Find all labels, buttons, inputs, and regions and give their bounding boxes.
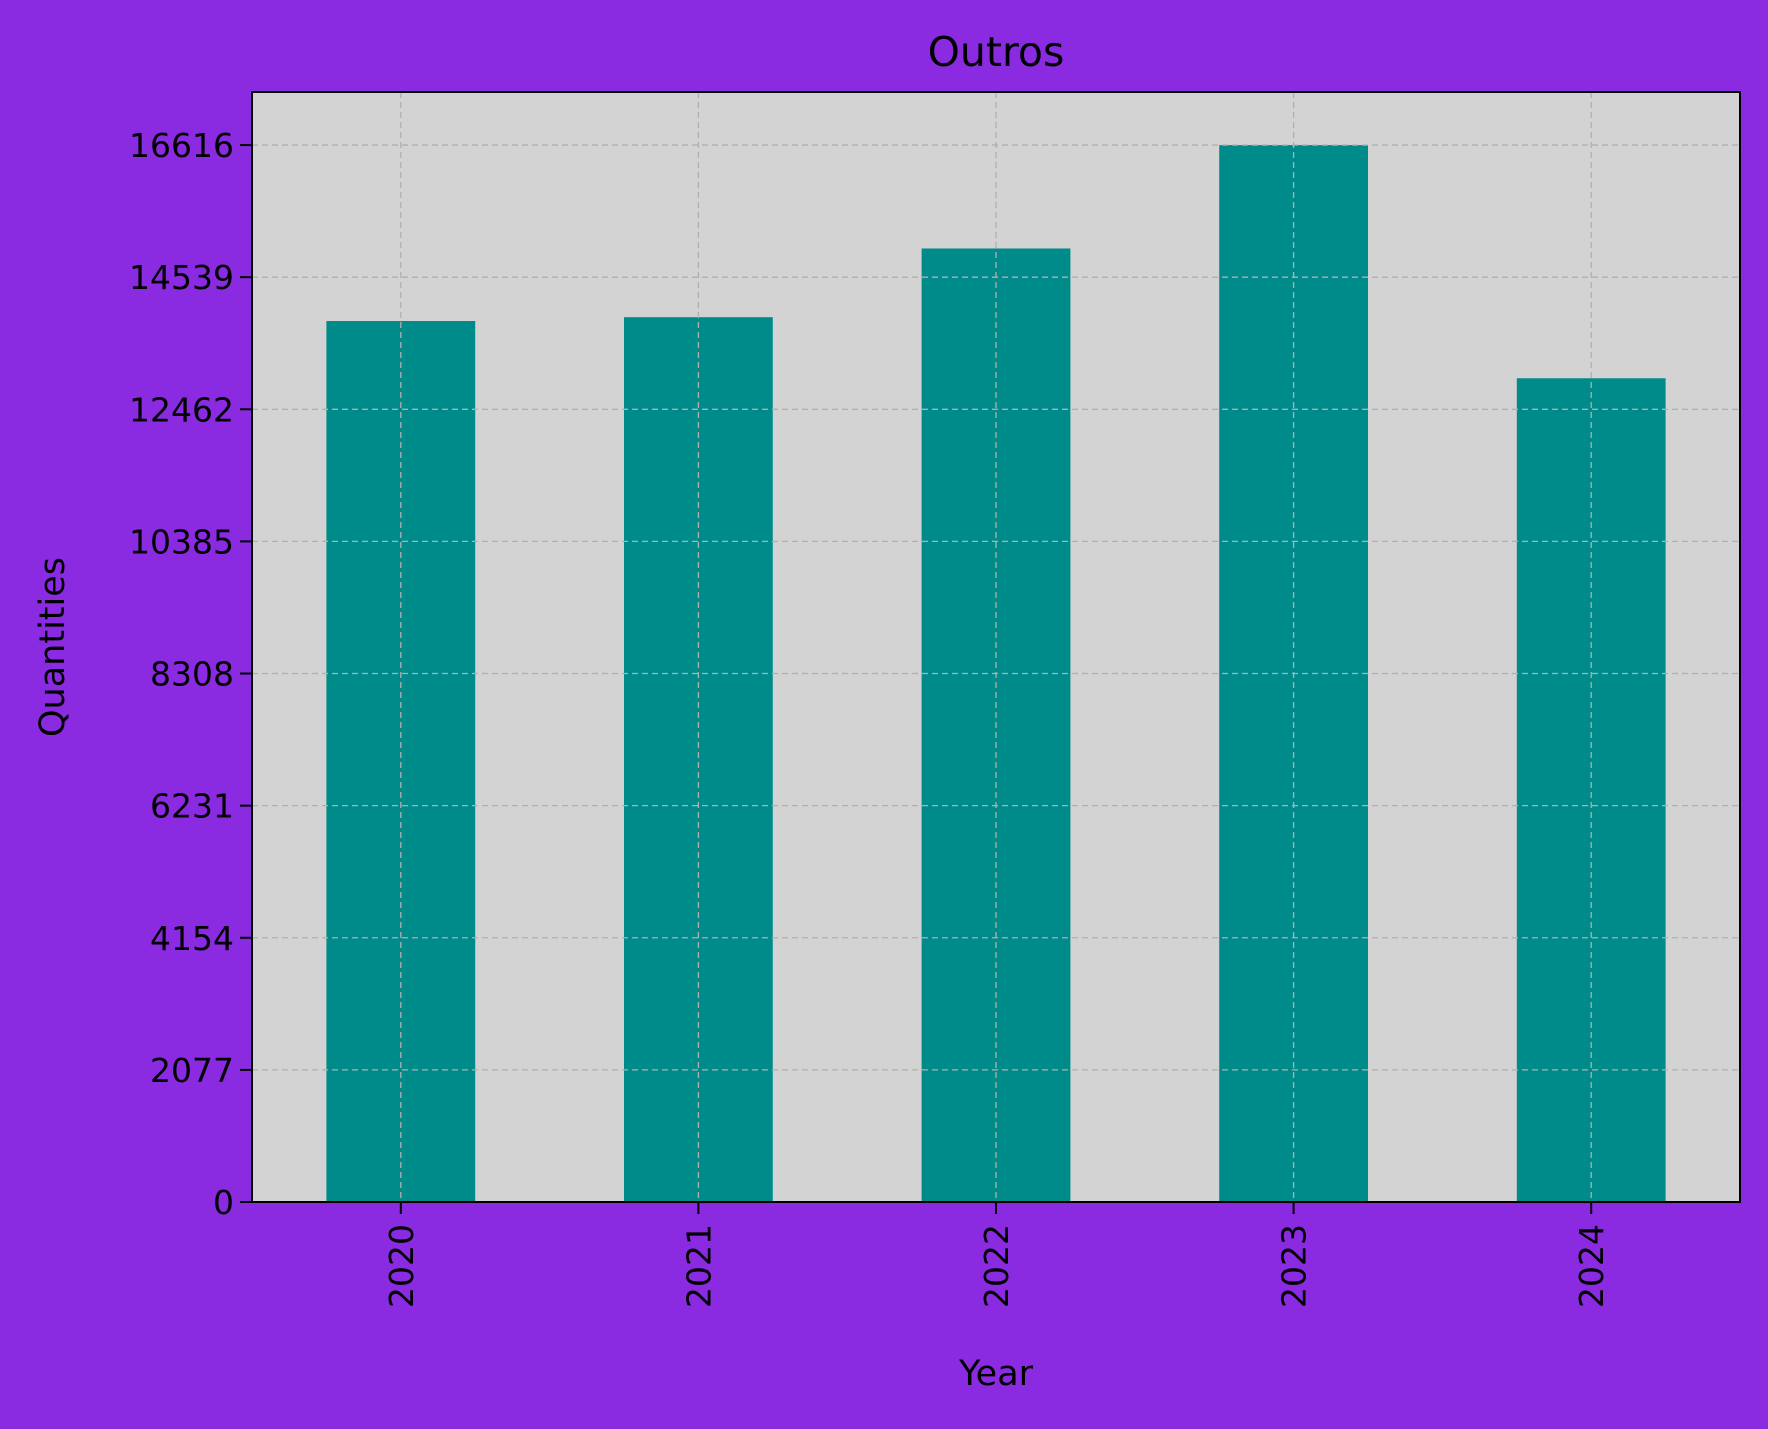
y-tick-label: 12462 — [129, 390, 234, 429]
y-tick-label: 2077 — [150, 1051, 234, 1090]
x-gridlines — [400, 92, 1592, 1202]
y-tick-label: 6231 — [150, 787, 234, 826]
x-tick-label: 2024 — [1572, 1224, 1611, 1308]
x-tick-label: 2021 — [679, 1224, 718, 1308]
x-axis-label: Year — [958, 1354, 1034, 1394]
x-axis: 2020 2021 2022 2023 2024 — [382, 1202, 1611, 1308]
y-axis: 0 2077 4154 6231 8308 10385 12462 14539 16616 — [129, 126, 252, 1222]
y-tick-label: 16616 — [129, 126, 234, 165]
y-axis-label: Quantities — [33, 557, 73, 737]
chart-title: Outros — [928, 28, 1065, 76]
y-tick-label: 10385 — [129, 522, 234, 561]
bar-2024 — [1516, 378, 1666, 1202]
x-tick-label: 2020 — [382, 1224, 421, 1308]
y-tick-label: 14539 — [129, 258, 234, 297]
y-tick-label: 4154 — [150, 919, 234, 958]
y-tick-label: 8308 — [150, 655, 234, 694]
y-tick-label: 0 — [213, 1183, 234, 1222]
x-tick-label: 2023 — [1275, 1224, 1314, 1308]
x-tick-label: 2022 — [977, 1224, 1016, 1308]
